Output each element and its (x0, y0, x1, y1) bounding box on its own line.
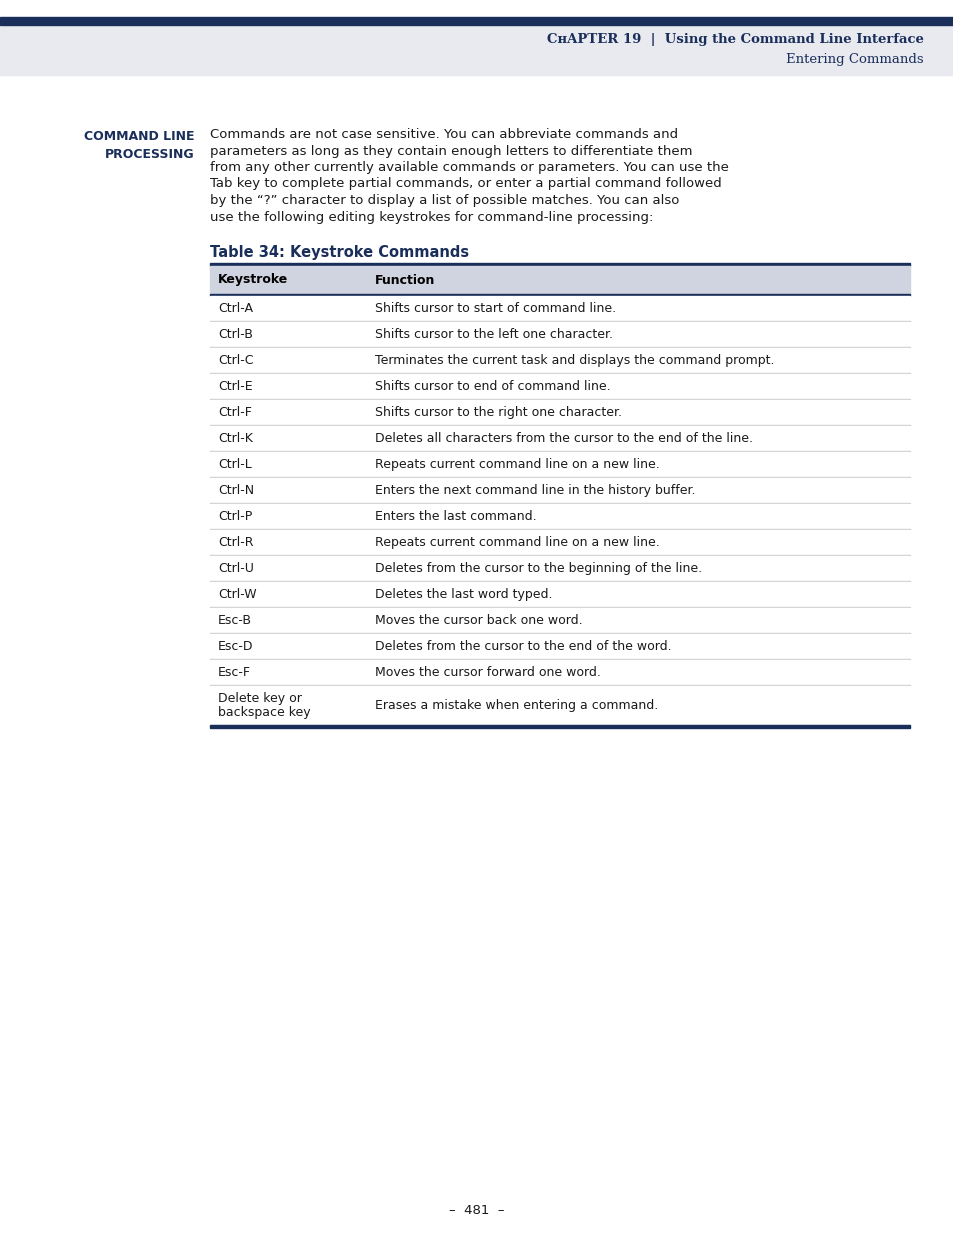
Bar (210, 478, 909, 504)
Text: COMMAND LINE: COMMAND LINE (85, 130, 194, 143)
Text: Keystroke: Keystroke (218, 273, 288, 287)
Bar (210, 266, 909, 294)
Bar (210, 530, 909, 556)
Bar (210, 685, 909, 725)
Text: backspace key: backspace key (218, 706, 311, 719)
Text: Ctrl-F: Ctrl-F (218, 406, 252, 419)
Bar (210, 608, 909, 634)
Text: CʜAPTER 19  |  Using the Command Line Interface: CʜAPTER 19 | Using the Command Line Inte… (547, 33, 923, 47)
Bar (210, 321, 909, 347)
Bar (210, 659, 909, 685)
Text: Moves the cursor back one word.: Moves the cursor back one word. (375, 614, 582, 627)
Text: PROCESSING: PROCESSING (105, 148, 194, 161)
Bar (0, 17, 953, 25)
Bar (210, 634, 909, 659)
Bar (210, 373, 909, 399)
Text: by the “?” character to display a list of possible matches. You can also: by the “?” character to display a list o… (210, 194, 679, 207)
Text: Shifts cursor to end of command line.: Shifts cursor to end of command line. (375, 380, 610, 393)
Text: Ctrl-B: Ctrl-B (218, 329, 253, 341)
Text: Delete key or: Delete key or (218, 692, 301, 705)
Bar (210, 426, 909, 452)
Text: Shifts cursor to the right one character.: Shifts cursor to the right one character… (375, 406, 621, 419)
Text: Shifts cursor to start of command line.: Shifts cursor to start of command line. (375, 303, 616, 315)
Text: Esc-B: Esc-B (218, 614, 252, 627)
Text: Enters the last command.: Enters the last command. (375, 510, 536, 522)
Text: Repeats current command line on a new line.: Repeats current command line on a new li… (375, 458, 659, 471)
Text: parameters as long as they contain enough letters to differentiate them: parameters as long as they contain enoug… (210, 144, 692, 158)
Text: Esc-D: Esc-D (218, 640, 253, 653)
Text: Erases a mistake when entering a command.: Erases a mistake when entering a command… (375, 699, 658, 713)
Text: Deletes from the cursor to the end of the word.: Deletes from the cursor to the end of th… (375, 640, 671, 653)
Text: Ctrl-W: Ctrl-W (218, 588, 256, 601)
Text: Ctrl-P: Ctrl-P (218, 510, 252, 522)
Text: Esc-F: Esc-F (218, 666, 251, 679)
Text: –  481  –: – 481 – (449, 1203, 504, 1216)
Text: Ctrl-U: Ctrl-U (218, 562, 253, 576)
Text: Ctrl-A: Ctrl-A (218, 303, 253, 315)
Text: Deletes from the cursor to the beginning of the line.: Deletes from the cursor to the beginning… (375, 562, 701, 576)
Text: Deletes all characters from the cursor to the end of the line.: Deletes all characters from the cursor t… (375, 432, 752, 445)
Bar (210, 556, 909, 582)
Text: Deletes the last word typed.: Deletes the last word typed. (375, 588, 552, 601)
Text: Ctrl-N: Ctrl-N (218, 484, 253, 496)
Bar (210, 399, 909, 426)
Text: Shifts cursor to the left one character.: Shifts cursor to the left one character. (375, 329, 613, 341)
Text: use the following editing keystrokes for command-line processing:: use the following editing keystrokes for… (210, 210, 653, 224)
Bar (210, 504, 909, 530)
Text: Ctrl-E: Ctrl-E (218, 380, 253, 393)
Bar (210, 725, 909, 727)
Text: Repeats current command line on a new line.: Repeats current command line on a new li… (375, 536, 659, 550)
Text: Moves the cursor forward one word.: Moves the cursor forward one word. (375, 666, 600, 679)
Bar (210, 294, 909, 295)
Text: Ctrl-L: Ctrl-L (218, 458, 252, 471)
Bar (210, 347, 909, 373)
Bar (0, 25, 953, 75)
Text: Terminates the current task and displays the command prompt.: Terminates the current task and displays… (375, 354, 774, 367)
Text: Ctrl-C: Ctrl-C (218, 354, 253, 367)
Text: from any other currently available commands or parameters. You can use the: from any other currently available comma… (210, 161, 728, 174)
Text: Entering Commands: Entering Commands (785, 53, 923, 67)
Text: Ctrl-R: Ctrl-R (218, 536, 253, 550)
Text: Enters the next command line in the history buffer.: Enters the next command line in the hist… (375, 484, 695, 496)
Bar (210, 263, 909, 266)
Bar (210, 452, 909, 478)
Text: Ctrl-K: Ctrl-K (218, 432, 253, 445)
Bar (210, 295, 909, 321)
Text: Function: Function (375, 273, 435, 287)
Text: Commands are not case sensitive. You can abbreviate commands and: Commands are not case sensitive. You can… (210, 128, 678, 141)
Text: Table 34: Keystroke Commands: Table 34: Keystroke Commands (210, 245, 469, 261)
Bar (210, 582, 909, 608)
Text: Tab key to complete partial commands, or enter a partial command followed: Tab key to complete partial commands, or… (210, 178, 721, 190)
